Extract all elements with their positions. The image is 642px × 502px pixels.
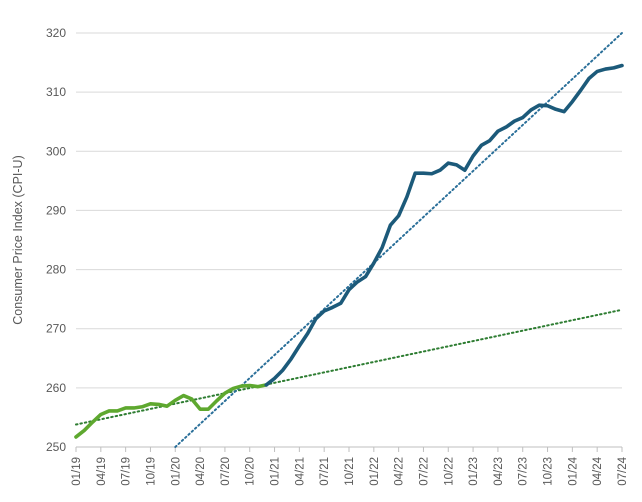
x-tick-label: 07/20: [220, 457, 232, 486]
trendlines: [75, 32, 623, 448]
x-tick-label: 01/19: [71, 457, 83, 486]
series-line-pre: [74, 383, 269, 439]
x-axis-ticks: 01/19 04/19 07/19 10/19 01/20 04/20 07/20 10/20…: [71, 447, 629, 486]
y-axis-ticks: 250 260 270 280 290 300 310 320: [46, 26, 66, 454]
pre-trend-line: [75, 308, 623, 426]
x-tick-label: 04/24: [592, 456, 604, 485]
y-tick-label: 290: [46, 203, 66, 217]
y-tick-label: 310: [46, 85, 66, 99]
data-series: [74, 63, 624, 439]
y-axis-label: Consumer Price Index (CPI-U): [11, 155, 25, 325]
x-tick-label: 10/21: [344, 457, 356, 486]
x-tick-label: 10/19: [145, 457, 157, 486]
x-tick-label: 07/24: [617, 456, 629, 485]
x-tick-label: 04/23: [493, 457, 505, 486]
y-tick-label: 300: [46, 144, 66, 158]
x-tick-label: 01/21: [270, 457, 282, 486]
x-tick-label: 04/19: [96, 457, 108, 486]
y-tick-label: 260: [46, 381, 66, 395]
x-tick-label: 07/19: [121, 457, 133, 486]
x-tick-label: 07/23: [518, 457, 530, 486]
x-tick-label: 07/22: [418, 457, 430, 486]
post-trend-line: [174, 32, 623, 448]
x-tick-label: 01/23: [468, 457, 480, 486]
x-tick-label: 01/24: [567, 456, 579, 485]
y-tick-label: 280: [46, 263, 66, 277]
y-tick-label: 320: [46, 26, 66, 40]
x-tick-label: 10/20: [245, 457, 257, 486]
series-line-post: [264, 63, 624, 387]
x-tick-label: 10/22: [443, 457, 455, 486]
x-tick-label: 10/23: [543, 457, 555, 486]
y-tick-label: 270: [46, 322, 66, 336]
gridlines: [76, 32, 622, 448]
x-tick-label: 04/22: [394, 457, 406, 486]
x-tick-label: 01/20: [170, 457, 182, 486]
x-tick-label: 04/20: [195, 457, 207, 486]
x-tick-label: 01/22: [369, 457, 381, 486]
x-tick-label: 07/21: [319, 457, 331, 486]
x-tick-label: 04/21: [294, 457, 306, 486]
y-tick-label: 250: [46, 440, 66, 454]
